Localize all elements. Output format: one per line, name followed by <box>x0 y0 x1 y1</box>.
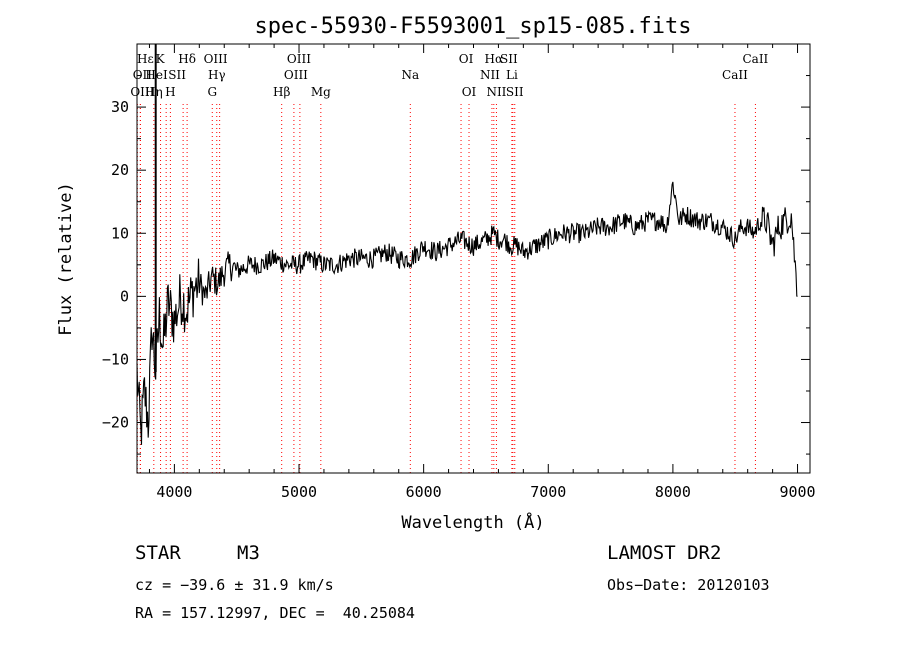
x-tick-label: 8000 <box>655 483 691 501</box>
spectral-line-label: Hη <box>145 85 163 99</box>
y-axis-ticks: −20 −10 0 10 20 30 <box>102 75 810 455</box>
spectral-line-label: Hα <box>485 52 504 66</box>
spectral-line-label: OIII <box>204 52 228 66</box>
spectral-line-label: G <box>207 85 217 99</box>
object-subclass: M3 <box>237 542 260 564</box>
x-axis-label: Wavelength (Å) <box>401 511 544 533</box>
spectrum-line <box>136 181 798 445</box>
sky-coordinates: RA = 157.12997, DEC = 40.25084 <box>135 604 415 622</box>
spectral-line-label: Na <box>401 68 419 82</box>
x-tick-label: 5000 <box>281 483 317 501</box>
spectral-line-label: Li <box>506 68 518 82</box>
object-class: STAR <box>135 542 181 564</box>
spectral-line-label: CaII <box>742 52 768 66</box>
y-tick-label: −10 <box>102 350 129 368</box>
spectral-line-label: Hβ <box>273 85 290 99</box>
y-tick-label: 30 <box>111 98 129 116</box>
x-tick-label: 7000 <box>530 483 566 501</box>
y-tick-label: −20 <box>102 414 129 432</box>
x-tick-label: 6000 <box>406 483 442 501</box>
spectral-line-label: OIII <box>287 52 311 66</box>
line-labels: HεKHδOIIIOIIIOIHαSIICaIIOIIHeISIIHγOIIIN… <box>130 52 768 99</box>
x-tick-label: 4000 <box>156 483 192 501</box>
spectral-line-label: Hε <box>137 52 154 66</box>
spectral-line-label: OII <box>133 68 153 82</box>
spectral-line-label: SII <box>500 52 518 66</box>
spectral-line-label: NII <box>486 85 506 99</box>
spectral-line-label: K <box>156 52 166 66</box>
spectral-line-label: OI <box>459 52 474 66</box>
y-tick-label: 0 <box>120 287 129 305</box>
x-tick-label: 9000 <box>779 483 815 501</box>
spectral-line-label: H <box>165 85 175 99</box>
y-tick-label: 10 <box>111 224 129 242</box>
redshift-velocity: cz = −39.6 ± 31.9 km/s <box>135 576 334 594</box>
spectral-line-label: CaII <box>722 68 748 82</box>
y-axis-label: Flux (relative) <box>56 182 76 336</box>
spectral-line-label: SII <box>168 68 186 82</box>
spectral-line-label: OIII <box>130 85 154 99</box>
spectral-line-label: SII <box>506 85 524 99</box>
observation-date: Obs−Date: 20120103 <box>607 576 770 594</box>
spectral-line-label: NII <box>480 68 500 82</box>
spectral-line-label: Hγ <box>208 68 226 82</box>
spectral-line-label: Hδ <box>178 52 196 66</box>
plot-frame <box>136 43 811 474</box>
y-tick-label: 20 <box>111 161 129 179</box>
x-axis-ticks: 4000 5000 6000 7000 8000 9000 <box>148 44 816 501</box>
chart-title: spec-55930-F5593001_sp15-085.fits <box>254 14 691 39</box>
spectral-line-label: OI <box>462 85 477 99</box>
survey-name: LAMOST DR2 <box>607 542 722 564</box>
line-markers <box>136 104 756 473</box>
spectral-line-label: Mg <box>311 85 331 99</box>
spectral-line-label: OIII <box>284 68 308 82</box>
